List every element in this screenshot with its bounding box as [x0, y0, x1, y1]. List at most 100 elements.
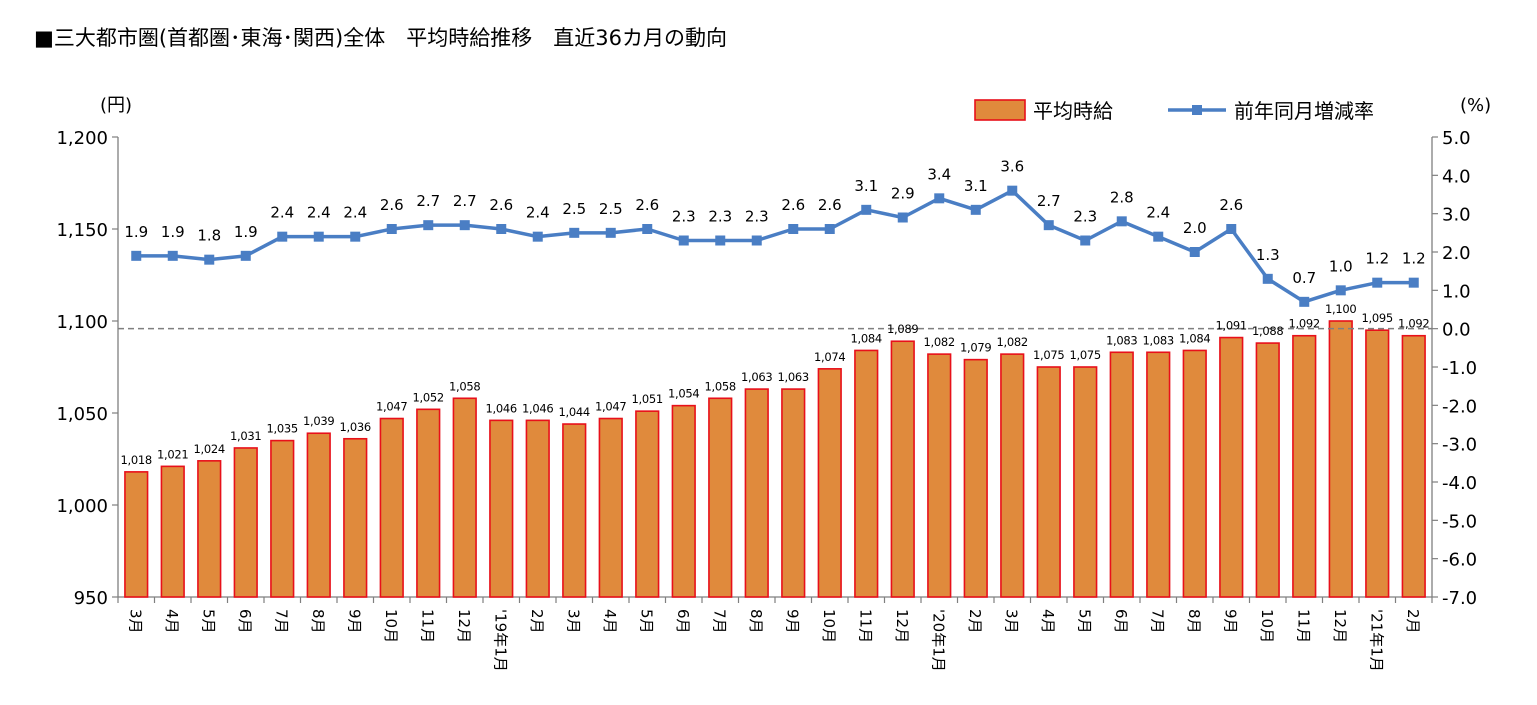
- line-point: [350, 231, 361, 242]
- bar-value-label: 1,075: [1070, 348, 1101, 362]
- right-tick-label: 4.0: [1442, 166, 1471, 187]
- line-value-label: 3.1: [854, 177, 878, 195]
- line-value-label: 2.6: [1219, 196, 1243, 214]
- category-label: 4月: [601, 609, 619, 634]
- bar: [781, 388, 806, 598]
- line-point: [824, 224, 835, 234]
- line-point: [788, 224, 799, 234]
- line-value-label: 2.0: [1183, 219, 1207, 237]
- bar-value-label: 1,063: [741, 370, 772, 384]
- line-point: [532, 231, 543, 242]
- category-label: 2月: [1404, 609, 1422, 634]
- line-point: [1372, 277, 1383, 288]
- category-label: 2月: [966, 609, 984, 634]
- legend-bar-swatch: [974, 99, 1026, 121]
- line-point: [642, 224, 653, 234]
- bar-value-label: 1,046: [486, 401, 517, 415]
- line-point: [1299, 296, 1310, 307]
- bar-value-label: 1,044: [559, 405, 590, 419]
- right-tick-label: -3.0: [1442, 435, 1477, 456]
- right-tick-label: -1.0: [1442, 358, 1477, 379]
- category-label: 9月: [1221, 609, 1239, 634]
- bar-value-label: 1,024: [194, 442, 225, 456]
- left-tick-label: 950: [74, 588, 108, 609]
- line-value-label: 1.9: [124, 223, 148, 241]
- line-value-label: 1.0: [1329, 257, 1353, 275]
- bar-value-label: 1,047: [376, 400, 407, 414]
- bar: [1255, 342, 1280, 598]
- legend-bar-label: 平均時給: [1033, 99, 1113, 123]
- line-point: [1262, 273, 1273, 284]
- bar-value-label: 1,092: [1398, 317, 1429, 331]
- line-value-label: 2.4: [526, 204, 550, 222]
- category-label: '19年1月: [491, 609, 509, 672]
- category-label: 7月: [710, 609, 728, 634]
- category-label: 2月: [528, 609, 546, 634]
- bar-value-label: 1,100: [1325, 302, 1356, 316]
- line-value-label: 3.4: [927, 165, 951, 183]
- bar-value-label: 1,054: [668, 387, 699, 401]
- bar: [270, 439, 295, 598]
- bar: [1365, 329, 1390, 598]
- bar-value-label: 1,018: [121, 453, 152, 467]
- bar: [1000, 353, 1025, 598]
- line-value-label: 3.1: [964, 177, 988, 195]
- line-value-label: 2.6: [635, 196, 659, 214]
- category-label: 4月: [1039, 609, 1057, 634]
- line-value-label: 2.3: [745, 208, 769, 226]
- right-tick-label: -6.0: [1442, 550, 1477, 571]
- bar-value-label: 1,082: [924, 335, 955, 349]
- line-point: [569, 227, 580, 238]
- line-point: [1189, 247, 1200, 257]
- right-tick-label: 1.0: [1442, 281, 1471, 302]
- category-label: 3月: [126, 609, 144, 634]
- bar: [708, 397, 733, 598]
- bar-value-label: 1,083: [1106, 333, 1137, 347]
- line-value-label: 2.5: [562, 200, 586, 218]
- chart-title: ■三大都市圏(首都圏･東海･関西)全体 平均時給推移 直近36カ月の動向: [34, 26, 727, 50]
- bar: [1036, 366, 1061, 598]
- line-point: [313, 231, 324, 242]
- category-label: 11月: [856, 609, 874, 643]
- bar: [379, 417, 404, 598]
- category-label: 9月: [345, 609, 363, 634]
- category-label: 11月: [1294, 609, 1312, 643]
- category-label: 5月: [637, 609, 655, 634]
- line-value-label: 2.7: [453, 192, 477, 210]
- line-value-label: 2.9: [891, 185, 915, 203]
- line-point: [715, 235, 726, 246]
- line-point: [1080, 235, 1091, 246]
- bar-value-label: 1,091: [1216, 319, 1247, 333]
- line-value-label: 2.5: [599, 200, 623, 218]
- line-point: [1116, 216, 1127, 227]
- category-label: 5月: [1075, 609, 1093, 634]
- line-point: [1408, 277, 1419, 288]
- yoy-line: [136, 188, 1414, 304]
- left-axis-unit: (円): [100, 95, 132, 116]
- right-tick-label: 5.0: [1442, 128, 1471, 149]
- bar: [598, 417, 623, 598]
- left-tick-label: 1,150: [56, 220, 108, 241]
- category-label: 9月: [783, 609, 801, 634]
- bar: [1401, 334, 1426, 598]
- bar: [562, 423, 587, 598]
- right-tick-label: -5.0: [1442, 511, 1477, 532]
- right-axis-unit: (%): [1460, 95, 1491, 116]
- line-point: [277, 231, 288, 242]
- bar-value-label: 1,035: [267, 422, 298, 436]
- line-value-label: 1.3: [1256, 246, 1280, 264]
- category-label: 8月: [309, 609, 327, 634]
- category-label: 3月: [564, 609, 582, 634]
- line-value-label: 1.9: [234, 223, 258, 241]
- bar-value-label: 1,082: [997, 335, 1028, 349]
- category-label: 12月: [455, 609, 473, 643]
- bar-value-label: 1,084: [851, 331, 882, 345]
- line-point: [167, 250, 178, 261]
- line-point: [1043, 220, 1054, 231]
- bar: [1292, 334, 1317, 598]
- line-point: [496, 224, 507, 234]
- category-label: 12月: [893, 609, 911, 643]
- category-label: 6月: [674, 609, 692, 634]
- bar-value-label: 1,058: [705, 379, 736, 393]
- line-point: [131, 250, 142, 261]
